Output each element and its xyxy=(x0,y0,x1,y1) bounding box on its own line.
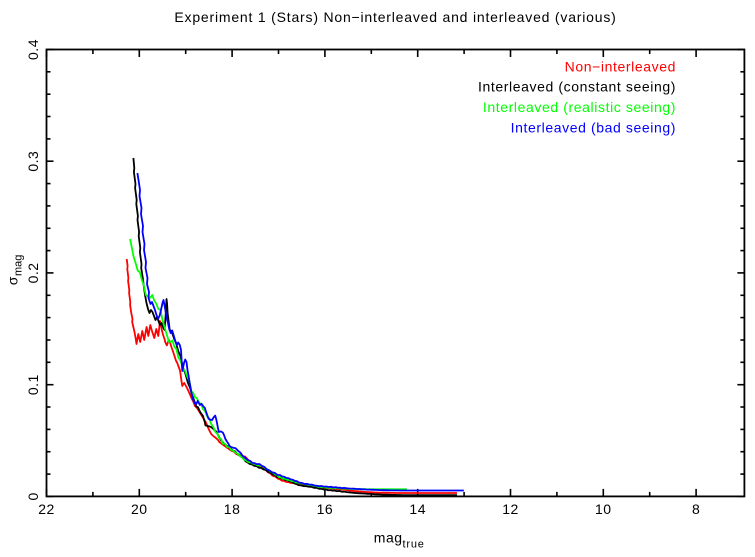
svg-text:magtrue: magtrue xyxy=(374,530,425,551)
svg-text:8: 8 xyxy=(692,501,700,517)
svg-text:Interleaved (realistic seeing): Interleaved (realistic seeing) xyxy=(483,99,676,115)
svg-text:0.1: 0.1 xyxy=(25,374,41,395)
svg-text:0.4: 0.4 xyxy=(25,39,41,60)
svg-text:0: 0 xyxy=(25,492,41,500)
svg-text:Interleaved (constant seeing): Interleaved (constant seeing) xyxy=(478,79,676,95)
svg-text:Interleaved (bad seeing): Interleaved (bad seeing) xyxy=(511,120,676,136)
svg-text:σmag: σmag xyxy=(5,255,25,286)
svg-text:Experiment 1 (Stars) Non−inter: Experiment 1 (Stars) Non−interleaved and… xyxy=(174,9,616,25)
svg-text:0.2: 0.2 xyxy=(25,262,41,283)
svg-text:22: 22 xyxy=(38,501,55,517)
svg-text:12: 12 xyxy=(502,501,519,517)
svg-text:Non−interleaved: Non−interleaved xyxy=(565,58,676,74)
svg-text:0.3: 0.3 xyxy=(25,151,41,172)
svg-text:20: 20 xyxy=(131,501,148,517)
svg-text:18: 18 xyxy=(224,501,241,517)
svg-text:16: 16 xyxy=(317,501,334,517)
svg-text:10: 10 xyxy=(595,501,612,517)
svg-text:14: 14 xyxy=(409,501,426,517)
